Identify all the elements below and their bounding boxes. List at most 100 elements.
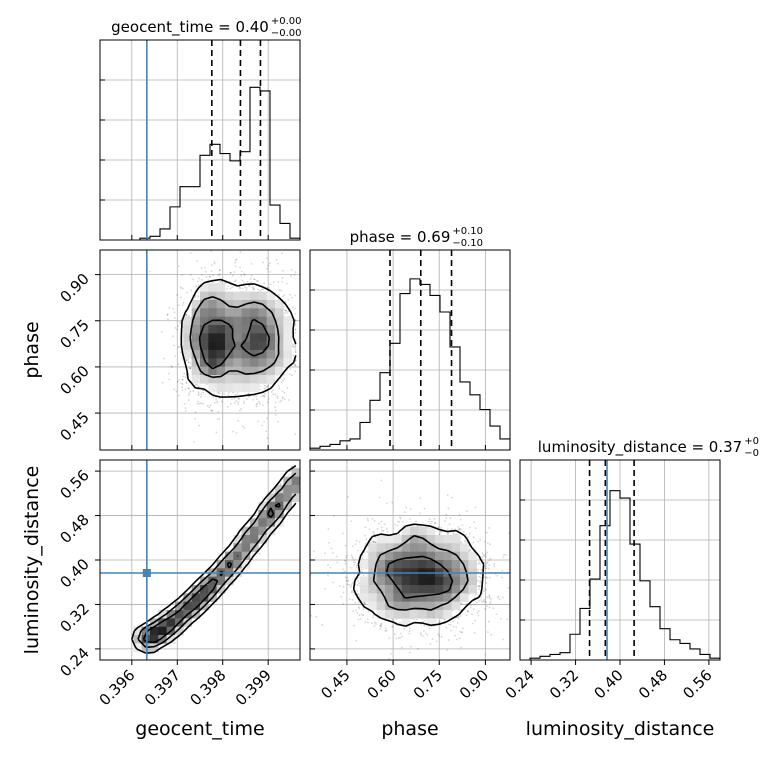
density-cell — [275, 366, 284, 376]
density-cell — [250, 325, 259, 334]
sample-point — [294, 364, 297, 367]
sample-point — [181, 378, 184, 381]
sample-point — [281, 397, 284, 400]
density-cell — [191, 358, 201, 367]
density-cell — [275, 350, 284, 359]
density-cell — [283, 341, 292, 351]
sample-point — [259, 289, 262, 292]
density-cell — [241, 316, 251, 326]
density-cell — [208, 358, 217, 367]
density-cell — [208, 350, 217, 359]
sample-point — [170, 365, 173, 367]
sample-point — [181, 357, 183, 360]
sample-point — [267, 385, 270, 387]
joint-panel-phase-vs-geocent_time — [146, 250, 297, 450]
density-cell — [200, 291, 209, 301]
sample-point — [243, 274, 246, 277]
sample-point — [277, 262, 279, 265]
sample-point — [231, 398, 233, 401]
histogram-geocent_time — [100, 86, 301, 241]
density-cell — [200, 358, 209, 367]
sample-point — [207, 279, 210, 282]
density-cell — [250, 300, 259, 309]
sample-point — [183, 372, 186, 375]
sample-point — [250, 262, 253, 265]
sample-point — [292, 306, 294, 309]
sample-point — [279, 482, 282, 485]
density-cell — [208, 308, 217, 317]
sample-point — [275, 258, 278, 261]
sample-point — [173, 311, 176, 314]
sample-point — [189, 390, 192, 393]
density-cell — [241, 375, 251, 384]
sample-point — [239, 287, 242, 290]
sample-point — [266, 286, 269, 289]
sample-point — [178, 345, 181, 348]
sample-point — [189, 252, 192, 255]
sample-point — [200, 395, 202, 398]
sample-point — [280, 252, 283, 255]
sample-point — [294, 370, 297, 373]
sample-point — [294, 319, 297, 322]
sample-point — [258, 388, 261, 391]
sample-point — [220, 280, 222, 283]
sample-point — [283, 398, 286, 400]
sample-point — [237, 403, 240, 406]
sample-point — [174, 326, 177, 329]
sample-point — [284, 312, 287, 314]
sample-point — [182, 302, 185, 304]
sample-point — [190, 289, 193, 292]
density-cell — [241, 291, 251, 301]
density-cell — [200, 325, 209, 334]
sample-point — [187, 399, 190, 402]
density-cell — [266, 358, 276, 367]
density-cell — [250, 383, 259, 392]
sample-point — [180, 296, 182, 299]
sample-point — [160, 330, 163, 333]
sample-point — [272, 490, 275, 493]
sample-point — [274, 401, 277, 404]
sample-point — [254, 278, 256, 281]
sample-point — [239, 266, 241, 269]
sample-point — [293, 346, 296, 349]
density-cell — [216, 341, 226, 351]
contour-level — [180, 278, 297, 398]
sample-point — [268, 262, 271, 265]
sample-point — [280, 381, 283, 384]
density-cell — [233, 300, 242, 309]
sample-point — [216, 400, 219, 403]
sample-point — [294, 364, 297, 367]
density-cell — [200, 375, 209, 384]
sample-point — [292, 354, 295, 357]
density-cell — [266, 333, 276, 342]
sample-point — [294, 322, 297, 325]
density-cell — [275, 316, 284, 326]
sample-point — [292, 345, 295, 348]
sample-point — [252, 288, 255, 291]
sample-point — [239, 409, 241, 412]
sample-point — [248, 284, 251, 287]
sample-point — [253, 288, 256, 291]
sample-point — [255, 395, 258, 398]
sample-point — [257, 420, 260, 423]
sample-point — [188, 387, 190, 390]
density-cell — [241, 383, 251, 392]
sample-point — [217, 410, 220, 413]
density-cell — [258, 316, 267, 326]
sample-point — [171, 366, 174, 369]
sample-point — [172, 344, 175, 347]
sample-point — [268, 287, 271, 290]
sample-point — [291, 374, 294, 377]
sample-point — [220, 400, 223, 403]
density-cell — [208, 325, 217, 334]
sample-point — [200, 274, 203, 277]
sample-point — [258, 385, 261, 388]
density-cell — [233, 350, 242, 359]
sample-point — [233, 402, 236, 404]
sample-point — [294, 324, 297, 327]
sample-point — [229, 271, 232, 274]
sample-point — [283, 391, 286, 394]
density-cell — [200, 350, 209, 359]
density-cell — [241, 350, 251, 359]
sample-point — [177, 380, 179, 383]
